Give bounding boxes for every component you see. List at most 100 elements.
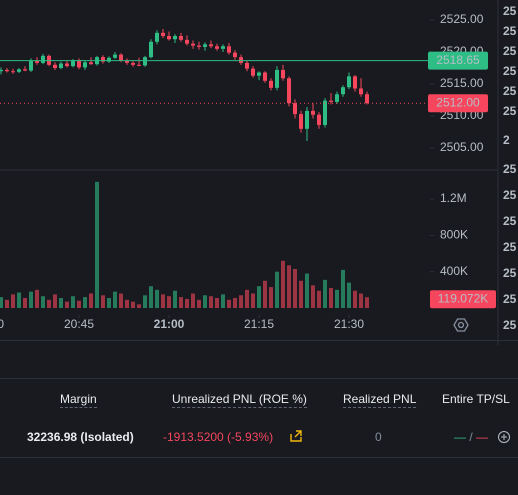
volume-bar [299, 280, 303, 308]
volume-bar [17, 292, 21, 308]
candle-body [215, 46, 219, 49]
chart: 2505.002510.002515.002520.002525.00400K8… [0, 0, 517, 345]
candle-body [83, 62, 87, 68]
volume-bar [23, 298, 27, 308]
volume-bar [35, 289, 39, 308]
volume-bar [317, 290, 321, 308]
candle-body [311, 110, 315, 115]
y-tick-label: 2505.00 [440, 140, 484, 154]
candle-body [335, 94, 339, 102]
bid-price: 25 [503, 292, 517, 306]
last-price-box [428, 51, 488, 70]
volume-bar [0, 297, 3, 308]
candle-body [197, 45, 201, 47]
candle-body [347, 76, 351, 88]
volume-bar [335, 289, 339, 308]
sl: — [476, 430, 489, 444]
candle-body [137, 64, 141, 66]
volume-bar [311, 285, 315, 308]
candle-body [113, 54, 117, 58]
bid-price: 25 [503, 266, 517, 280]
volume-bar [179, 297, 183, 308]
candle-body [17, 69, 21, 72]
volume-bar [137, 304, 141, 308]
volume-bar [131, 301, 135, 308]
volume-bar [245, 289, 249, 308]
divider [0, 340, 518, 341]
ask-price: 25 [503, 24, 517, 38]
tpsl[interactable]: — / — [454, 430, 488, 444]
add-circle [498, 431, 510, 443]
ask-price: 25 [503, 104, 517, 118]
volume-label-box [430, 290, 496, 309]
volume-bar [5, 299, 9, 308]
candle-body [0, 69, 3, 72]
unrealized-pnl-value: -1913.5200 (-5.93%) [163, 430, 274, 444]
y-tick-label: 2525.00 [440, 12, 484, 26]
volume-bar [191, 293, 195, 308]
ask-price: 25 [503, 4, 517, 18]
volume-bar [275, 271, 279, 308]
volume-bar [47, 299, 51, 308]
volume-tick-label: 1.2M [440, 191, 467, 205]
volume-bar [227, 299, 231, 308]
candle-body [245, 62, 249, 69]
volume-bar [197, 299, 201, 308]
candle-body [185, 39, 189, 44]
volume-bar [83, 297, 87, 308]
candle-body [143, 57, 147, 66]
share-glyph [290, 430, 302, 442]
margin-value: 32236.98 (Isolated) [27, 430, 134, 444]
candle-body [23, 69, 27, 71]
gear-hole [457, 321, 465, 329]
share-icon[interactable] [288, 428, 304, 444]
candle-body [89, 62, 93, 65]
volume-bar [359, 293, 363, 308]
candle-body [131, 62, 135, 65]
settings-icon[interactable] [453, 318, 469, 332]
ask-price: 25 [503, 84, 517, 98]
volume-bar [11, 294, 15, 308]
candle-body [119, 54, 123, 61]
volume-bar [161, 294, 165, 308]
candle-body [29, 60, 33, 71]
candle-body [239, 57, 243, 63]
header-unrealized-pnl: Unrealized PNL (ROE %) [172, 392, 307, 408]
candle-body [323, 100, 327, 125]
bid-price: 25 [503, 318, 517, 332]
candle-body [341, 87, 345, 95]
candle-body [299, 114, 303, 129]
candle-body [77, 60, 81, 68]
volume-bar [155, 289, 159, 308]
candle-body [287, 78, 291, 104]
volume-bar [341, 269, 345, 308]
volume-bar [269, 287, 273, 308]
candle-body [5, 69, 9, 72]
candle-body [125, 60, 129, 63]
candle-body [11, 71, 15, 73]
volume-bar [143, 295, 147, 308]
candle-body [263, 72, 267, 81]
volume-bar [113, 291, 117, 308]
x-tick-label: 20:45 [64, 317, 94, 331]
volume-bar [89, 293, 93, 308]
volume-bar [209, 296, 213, 308]
candle-body [251, 68, 255, 76]
bid-price: 25 [503, 162, 517, 176]
candle-body [161, 32, 165, 37]
volume-bar [239, 295, 243, 308]
add-icon[interactable] [497, 430, 511, 444]
mark-price-box [428, 94, 488, 113]
volume-bar [329, 288, 333, 308]
x-tick-label: 21:30 [334, 317, 364, 331]
ask-price: 25 [503, 44, 517, 58]
candle-body [155, 32, 159, 42]
volume-bar [221, 294, 225, 308]
ask-price: 25 [503, 64, 517, 78]
volume-bar [263, 280, 267, 308]
candle-body [257, 72, 261, 76]
volume-bar [185, 298, 189, 308]
volume-bar [233, 298, 237, 308]
volume-bar [95, 181, 99, 308]
candle-body [317, 114, 321, 125]
